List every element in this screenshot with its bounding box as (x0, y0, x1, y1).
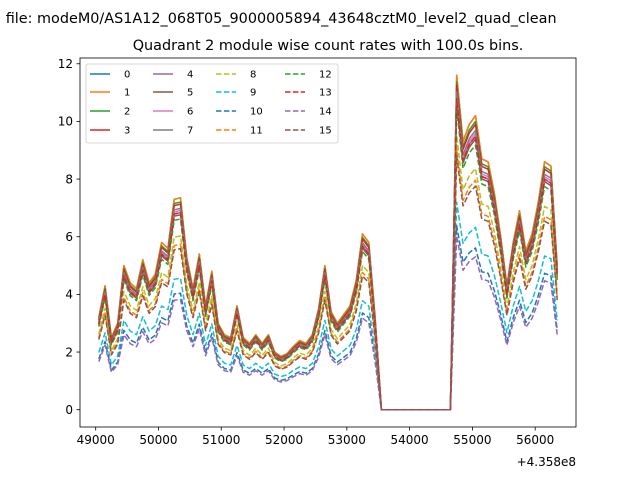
series-line-11 (98, 148, 558, 411)
legend-label-5: 5 (187, 88, 193, 99)
chart-title: Quadrant 2 module wise count rates with … (133, 38, 524, 54)
x-tick-label: 55000 (453, 433, 491, 447)
y-tick-label: 10 (58, 115, 73, 129)
legend-label-12: 12 (319, 70, 332, 81)
legend-label-7: 7 (187, 126, 193, 137)
legend-label-9: 9 (250, 88, 256, 99)
y-tick-label: 4 (65, 288, 73, 302)
y-tick-label: 0 (65, 403, 73, 417)
y-tick-label: 12 (58, 57, 73, 71)
legend-label-8: 8 (250, 70, 256, 81)
legend-label-0: 0 (124, 70, 130, 81)
series-layer (98, 74, 558, 411)
legend-label-4: 4 (187, 70, 193, 81)
series-line-13 (98, 97, 558, 411)
plot-area (79, 57, 577, 428)
legend-label-15: 15 (319, 126, 332, 137)
x-tick-label: 52000 (265, 433, 303, 447)
x-tick-label: 50000 (139, 433, 177, 447)
x-tick-label: 54000 (391, 433, 429, 447)
legend-label-2: 2 (124, 107, 130, 118)
series-line-12 (98, 107, 558, 411)
legend-label-10: 10 (250, 107, 263, 118)
legend-label-11: 11 (250, 126, 263, 137)
legend-label-13: 13 (319, 88, 332, 99)
x-axis-offset-label: +4.358e8 (517, 455, 576, 469)
series-line-10 (98, 225, 558, 411)
legend-label-1: 1 (124, 88, 130, 99)
series-line-14 (98, 235, 558, 411)
figure-suptitle: n file: modeM0/AS1A12_068T05_9000005894_… (0, 11, 557, 27)
series-line-8 (98, 134, 558, 411)
legend-label-6: 6 (187, 107, 193, 118)
x-tick-label: 51000 (202, 433, 240, 447)
legend-label-14: 14 (319, 107, 332, 118)
legend-label-3: 3 (124, 126, 130, 137)
x-tick-label: 53000 (328, 433, 366, 447)
y-axis: 0 2 4 6 8 10 12 (58, 57, 80, 417)
series-line-15 (98, 154, 558, 411)
series-line-9 (98, 201, 558, 411)
legend-frame (85, 63, 339, 144)
x-tick-label: 56000 (516, 433, 554, 447)
x-axis: 49000 50000 51000 52000 53000 54000 55000 56000 (77, 427, 554, 447)
x-tick-label: 49000 (77, 433, 115, 447)
y-tick-label: 6 (65, 230, 73, 244)
axes-frame (79, 57, 577, 428)
y-tick-label: 2 (65, 345, 73, 359)
y-tick-label: 8 (65, 172, 73, 186)
